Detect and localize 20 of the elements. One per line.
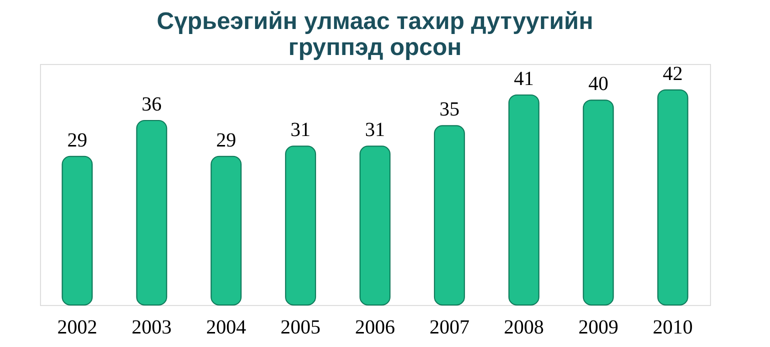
x-tick-label: 2003 xyxy=(132,316,172,338)
data-label: 29 xyxy=(67,129,88,152)
data-label: 29 xyxy=(216,129,236,152)
x-tick-label: 2009 xyxy=(578,316,618,338)
data-label: 31 xyxy=(290,119,311,142)
data-label: 31 xyxy=(365,119,385,142)
text: Сүрьеэгийн улмаас тахир дутуугийн xyxy=(156,8,594,35)
text: группэд орсон xyxy=(288,34,462,61)
data-label: 40 xyxy=(588,73,608,96)
x-tick-label: 2008 xyxy=(504,316,544,338)
data-label: 36 xyxy=(142,94,162,116)
x-tick-label: 2007 xyxy=(429,316,470,338)
x-tick-label: 2002 xyxy=(57,316,98,338)
x-tick-label: 2005 xyxy=(280,316,321,338)
x-tick-label: 2010 xyxy=(652,316,693,338)
x-tick-label: 2006 xyxy=(355,316,395,338)
x-tick-label: 2004 xyxy=(206,316,246,338)
data-label: 35 xyxy=(439,98,460,121)
data-label: 42 xyxy=(662,62,683,85)
data-label: 41 xyxy=(514,68,534,90)
